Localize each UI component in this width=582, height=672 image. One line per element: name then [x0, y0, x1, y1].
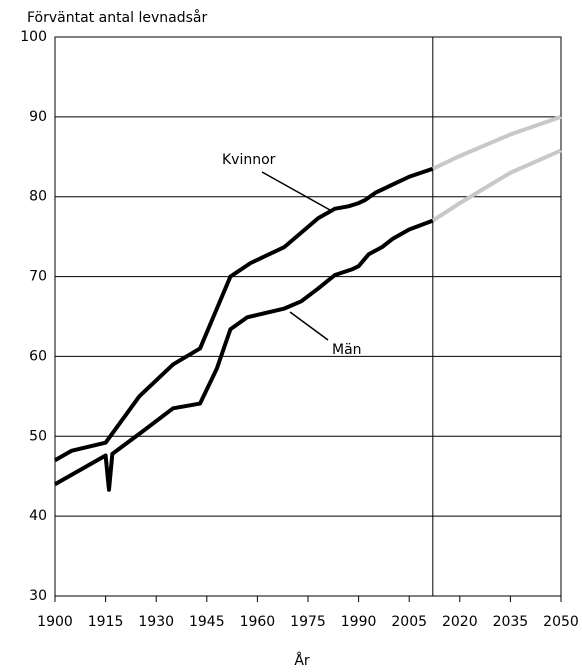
x-tick-label: 1945 — [189, 614, 225, 630]
x-tick-label: 1990 — [341, 614, 377, 630]
x-tick-label: 2035 — [493, 614, 529, 630]
x-tick-label: 2020 — [442, 614, 478, 630]
y-tick-label: 50 — [29, 428, 47, 444]
y-axis-title: Förväntat antal levnadsår — [27, 9, 207, 26]
plot-frame — [54, 36, 562, 597]
x-axis-title: År — [294, 652, 310, 669]
series-label: Män — [332, 342, 362, 358]
series-label: Kvinnor — [222, 152, 276, 168]
x-tick-label: 1930 — [138, 614, 174, 630]
x-tick-label: 2005 — [391, 614, 427, 630]
y-tick-label: 100 — [20, 29, 47, 45]
y-tick-label: 70 — [29, 269, 47, 285]
x-tick-label: 2050 — [543, 614, 579, 630]
x-tick-label: 1915 — [88, 614, 124, 630]
y-tick-label: 90 — [29, 109, 47, 125]
y-tick-label: 80 — [29, 189, 47, 205]
x-tick-label: 1960 — [240, 614, 276, 630]
series-line — [431, 114, 562, 171]
series-line — [54, 166, 434, 462]
y-tick-label: 30 — [29, 588, 47, 604]
x-tick-label: 1900 — [37, 614, 73, 630]
series-line — [54, 218, 434, 492]
y-tick-label: 60 — [29, 348, 47, 364]
x-tick-label: 1975 — [290, 614, 326, 630]
y-tick-label: 40 — [29, 508, 47, 524]
series-line — [431, 148, 562, 223]
man-leader — [289, 311, 329, 341]
kvinnor-leader — [261, 171, 331, 211]
